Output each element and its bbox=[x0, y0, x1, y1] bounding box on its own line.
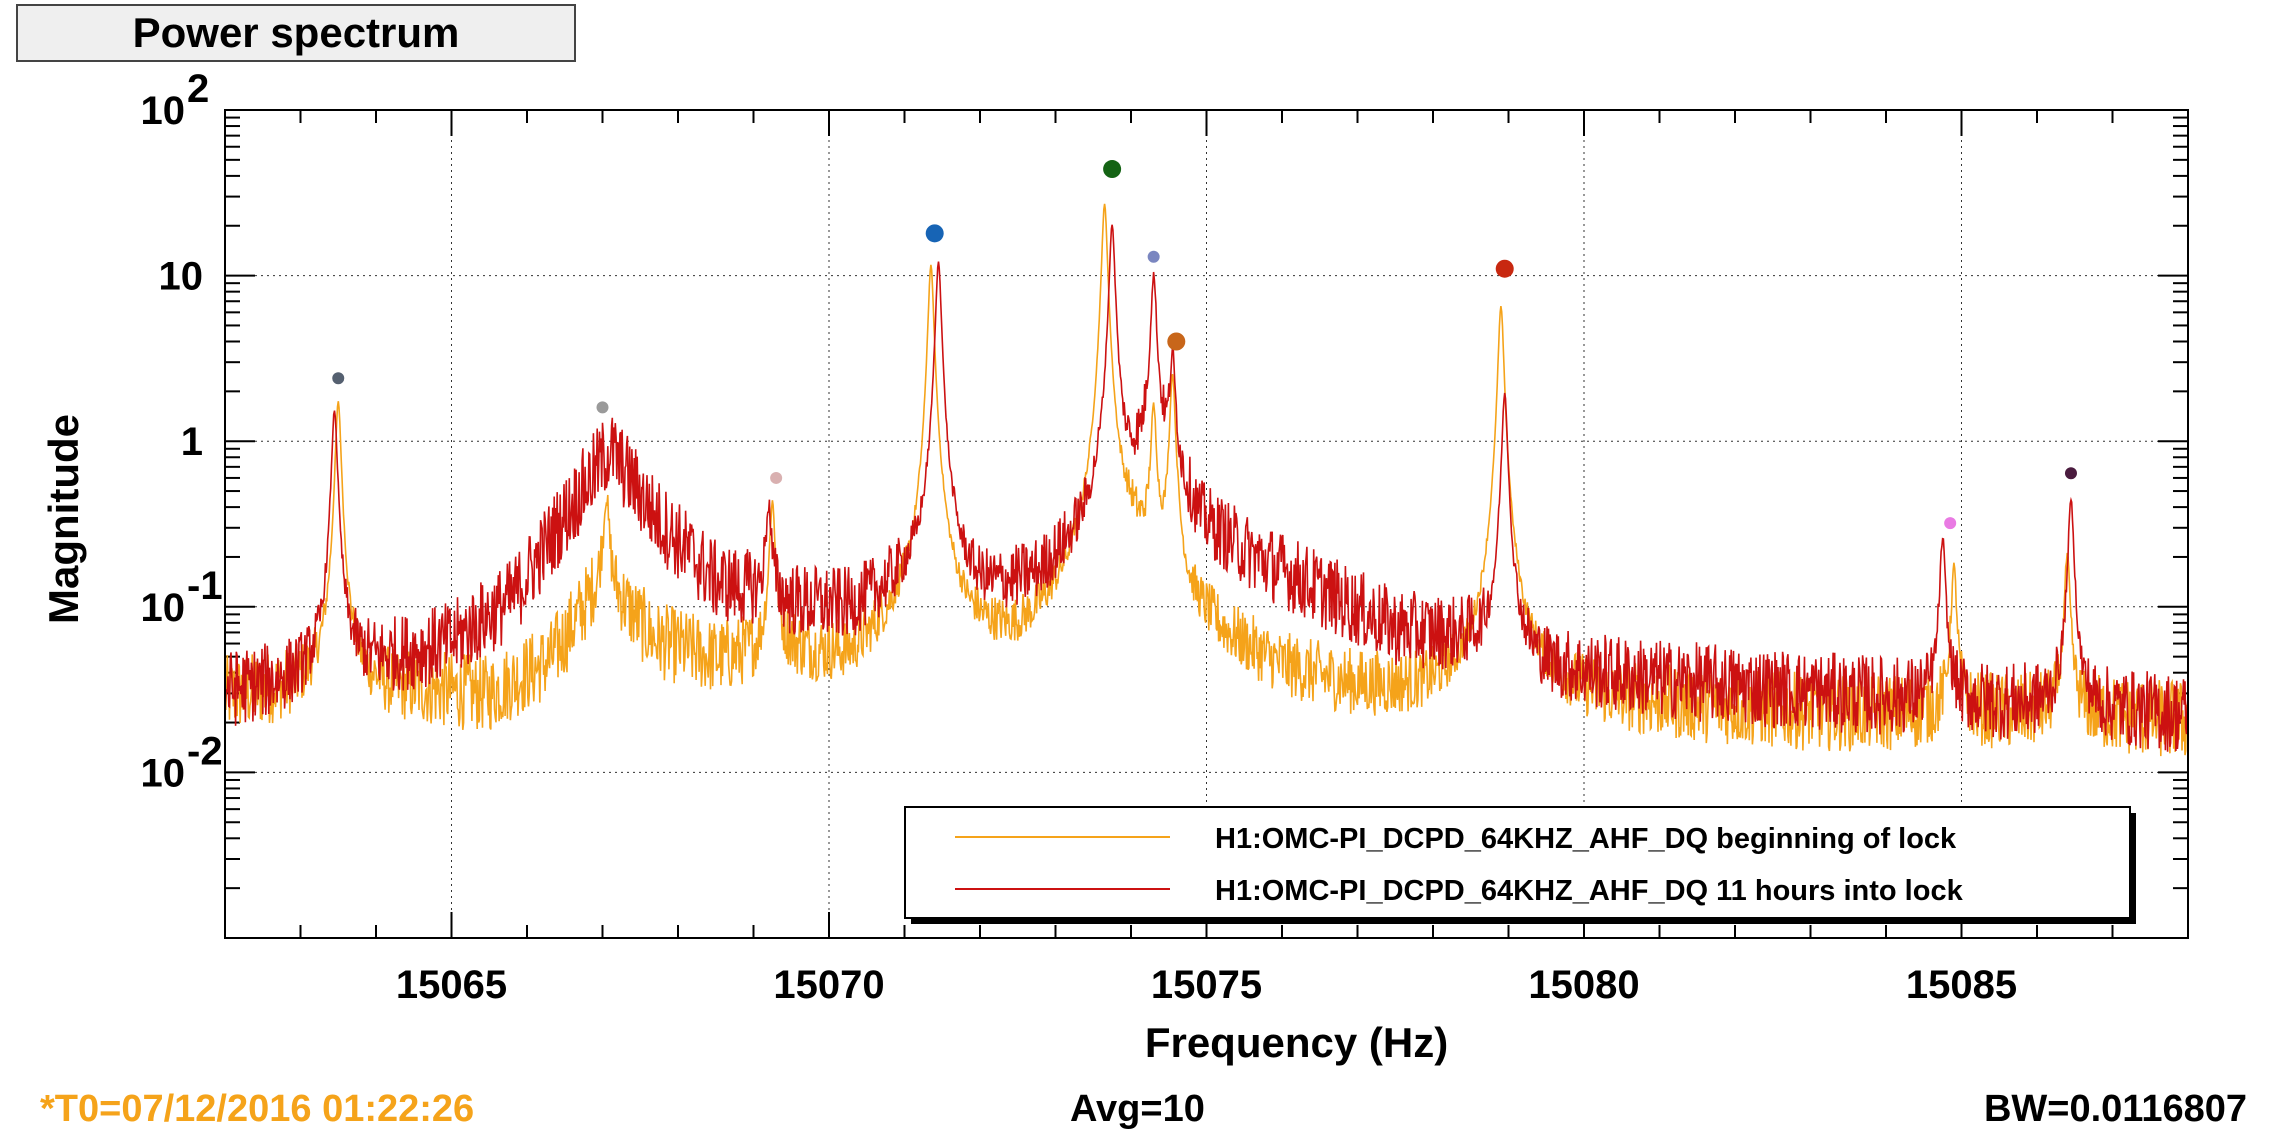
x-tick-label: 15065 bbox=[396, 963, 507, 1007]
footer-bw: BW=0.0116807 bbox=[1983, 1088, 2247, 1130]
y-tick-base: 10 bbox=[159, 255, 204, 299]
x-tick-label: 15085 bbox=[1906, 963, 2017, 1007]
peak-marker bbox=[332, 372, 345, 385]
x-tick-label: 15075 bbox=[1151, 963, 1262, 1007]
x-tick-label: 15070 bbox=[773, 963, 884, 1007]
y-tick-label: 1 bbox=[181, 420, 203, 464]
legend-entry-11-hours: H1:OMC-PI_DCPD_64KHZ_AHF_DQ 11 hours int… bbox=[1215, 875, 1964, 907]
series-line-1 bbox=[224, 224, 2189, 752]
peak-marker bbox=[1944, 517, 1957, 530]
y-tick-label: 10 2 bbox=[141, 67, 210, 133]
legend-entry-beginning: H1:OMC-PI_DCPD_64KHZ_AHF_DQ beginning of… bbox=[1215, 823, 1957, 855]
y-tick-label: 10 -2 bbox=[141, 729, 223, 795]
y-tick-base: 10 bbox=[141, 586, 186, 630]
footer-avg: Avg=10 bbox=[1070, 1088, 1205, 1130]
y-tick-base: 10 bbox=[141, 89, 186, 133]
plot-frame bbox=[224, 109, 2189, 939]
y-axis-title: Magnitude bbox=[40, 414, 87, 624]
series-line-0 bbox=[224, 203, 2189, 757]
x-tick-label: 15080 bbox=[1528, 963, 1639, 1007]
peak-marker bbox=[925, 224, 944, 243]
peak-marker bbox=[1495, 259, 1514, 278]
peak-marker bbox=[2064, 467, 2077, 480]
x-tick-labels: 15065 15070 15075 15080 15085 bbox=[396, 963, 2017, 1007]
peak-marker bbox=[1167, 332, 1186, 351]
chart-title: Power spectrum bbox=[16, 4, 576, 62]
peak-marker bbox=[770, 471, 783, 484]
y-tick-base: 1 bbox=[181, 420, 203, 464]
peak-marker bbox=[1103, 160, 1122, 179]
legend: H1:OMC-PI_DCPD_64KHZ_AHF_DQ beginning of… bbox=[904, 806, 2136, 924]
peak-markers bbox=[332, 160, 2077, 530]
peak-marker bbox=[596, 401, 609, 414]
footer-t0: *T0=07/12/2016 01:22:26 bbox=[40, 1088, 475, 1130]
peak-marker bbox=[1147, 250, 1160, 263]
y-tick-exp: -1 bbox=[187, 564, 223, 608]
y-tick-exp: 2 bbox=[187, 67, 209, 111]
y-tick-label: 10 bbox=[159, 255, 204, 299]
y-tick-base: 10 bbox=[141, 751, 186, 795]
y-tick-label: 10 -1 bbox=[141, 564, 223, 630]
legend-box bbox=[904, 806, 2131, 919]
series-layer bbox=[224, 203, 2189, 757]
x-axis-title: Frequency (Hz) bbox=[1145, 1019, 1448, 1066]
y-tick-exp: -2 bbox=[187, 729, 223, 773]
